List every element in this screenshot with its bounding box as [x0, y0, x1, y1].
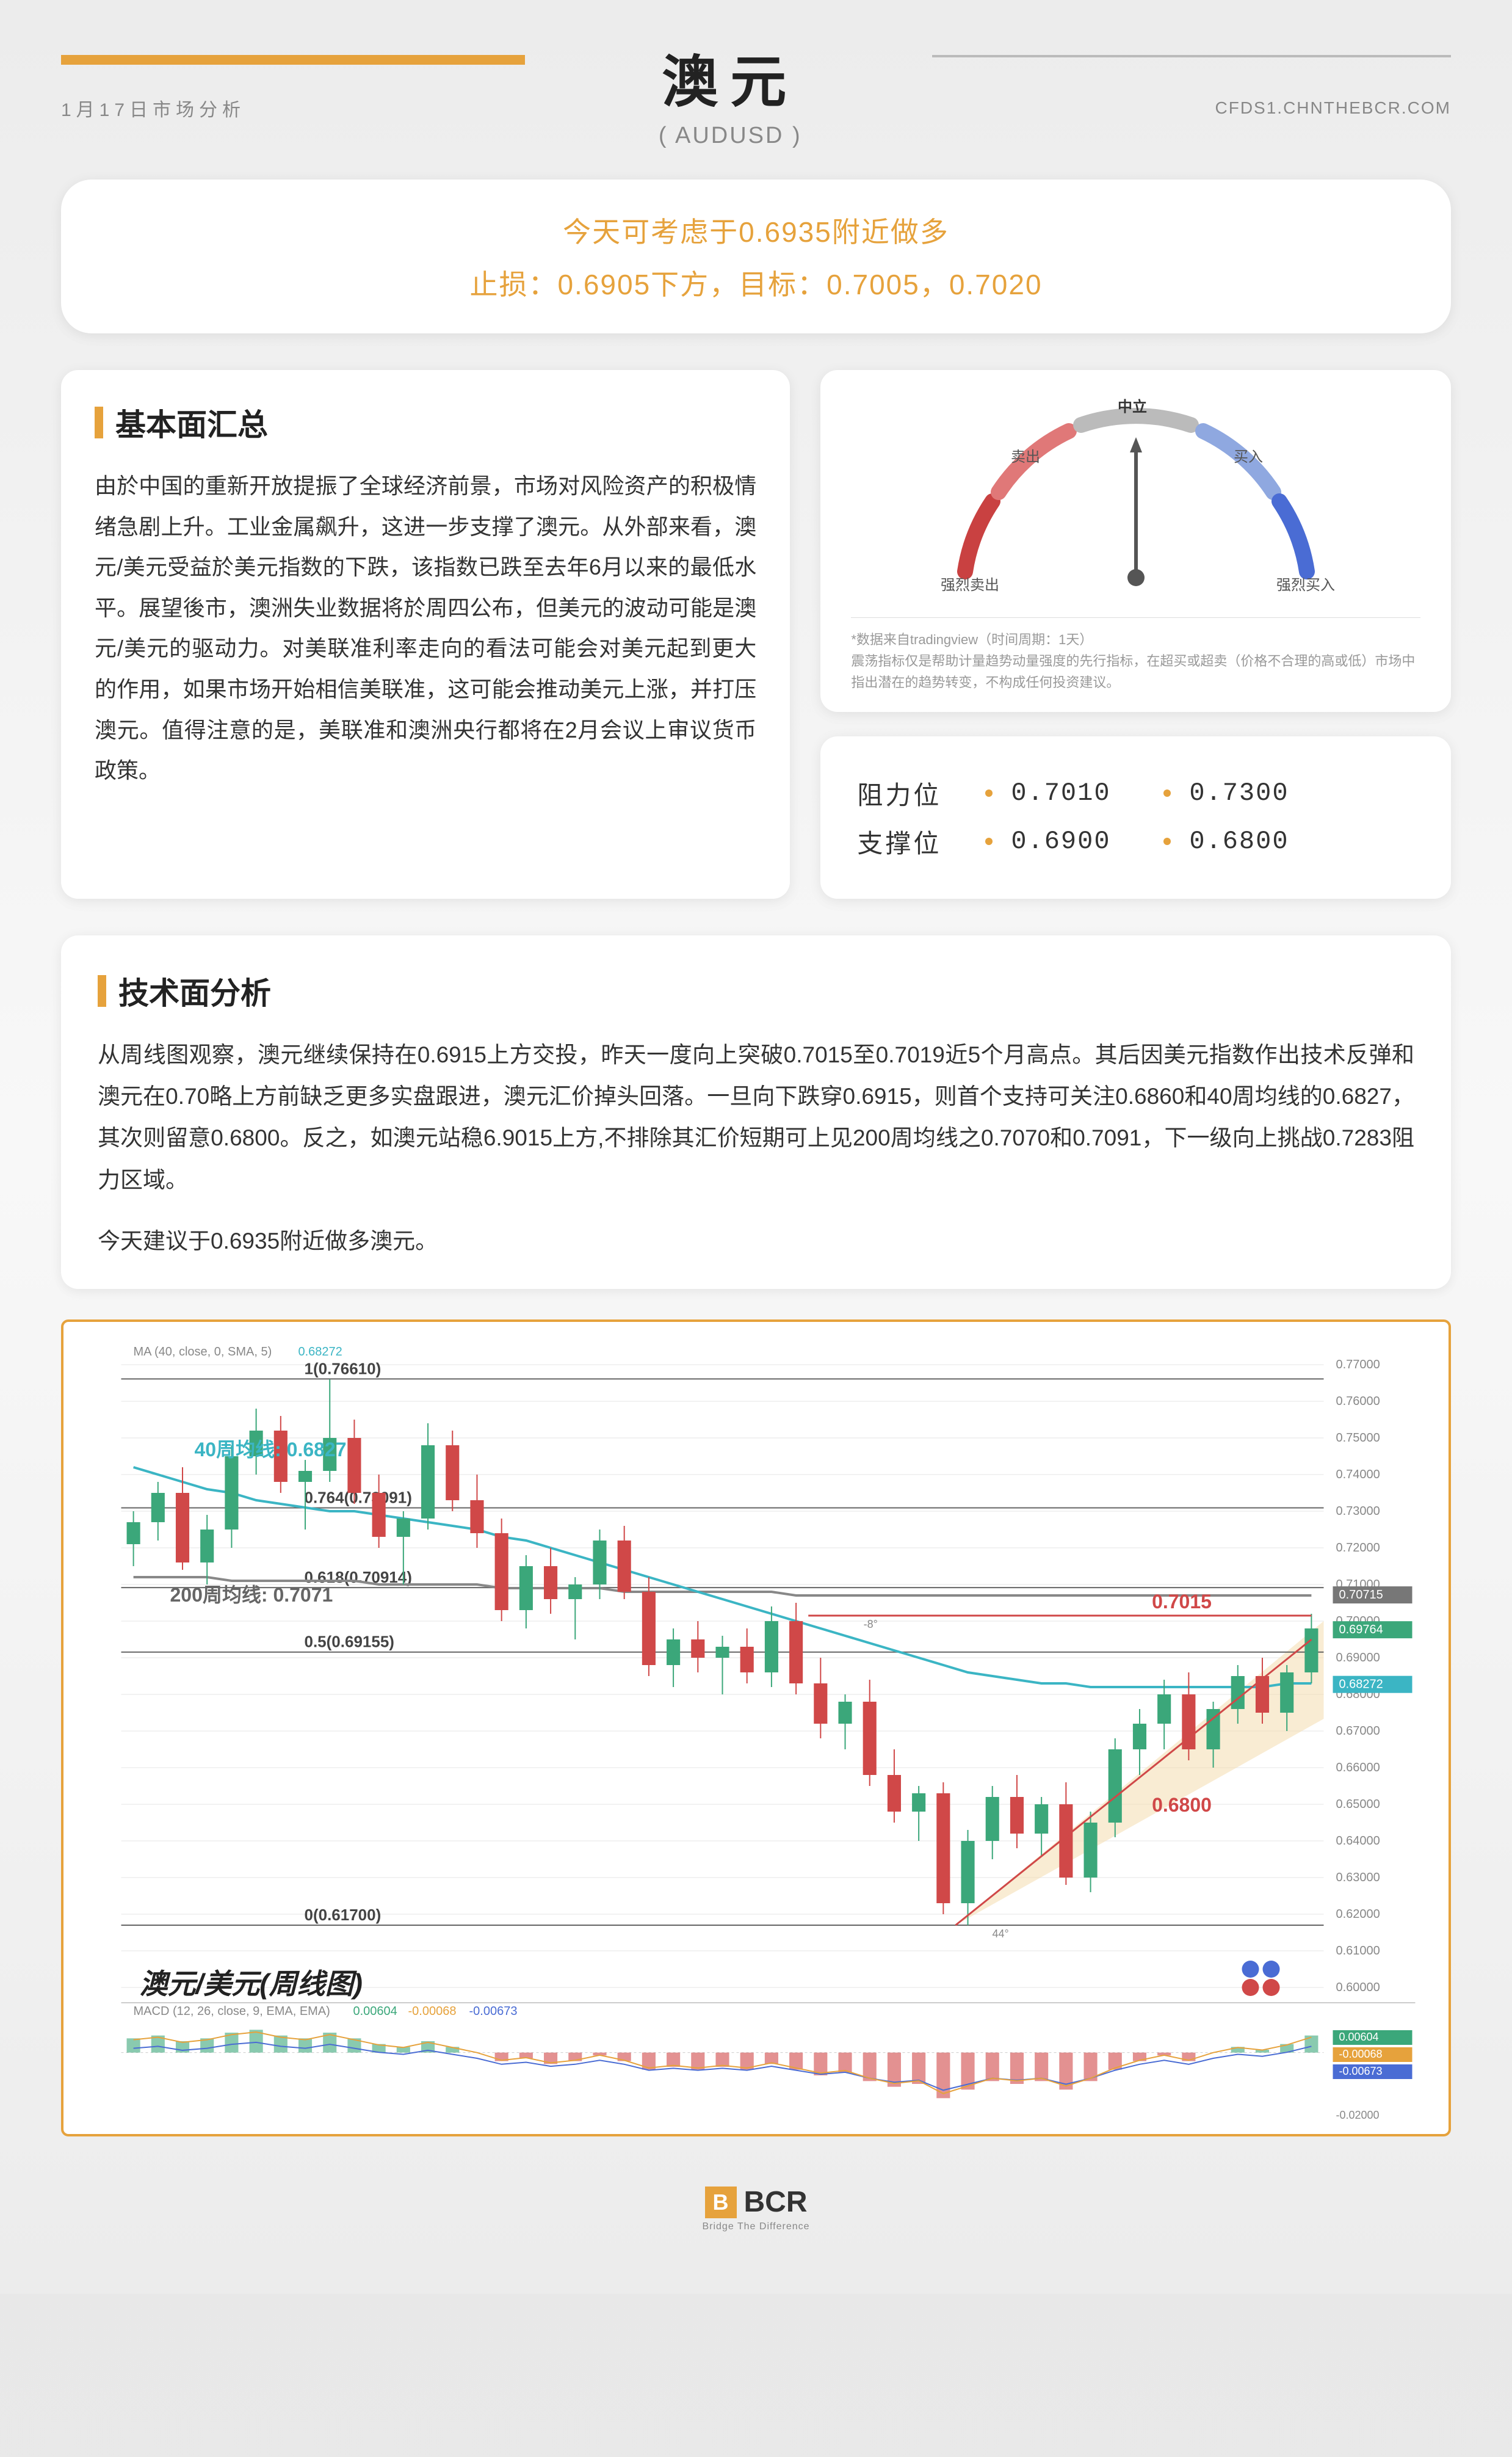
- main-title: 澳元 ( AUDUSD ): [634, 37, 827, 149]
- page-header: 1月17日市场分析 澳元 ( AUDUSD ) CFDS1.CHNTHEBCR.…: [61, 37, 1451, 149]
- bullet-icon: [985, 789, 993, 797]
- title-accent-bar: [95, 407, 103, 438]
- svg-text:-0.02000: -0.02000: [1336, 2109, 1380, 2121]
- logo-icon: B: [705, 2187, 737, 2218]
- technical-title-text: 技术面分析: [118, 969, 271, 1013]
- svg-text:澳元/美元(周线图): 澳元/美元(周线图): [140, 1968, 363, 2000]
- svg-text:0(0.61700): 0(0.61700): [305, 1906, 382, 1924]
- svg-text:0.70715: 0.70715: [1339, 1588, 1383, 1602]
- support-val-1: 0.6900: [1011, 827, 1145, 856]
- svg-text:0.68272: 0.68272: [298, 1345, 342, 1359]
- sentiment-gauge: 强烈卖出 卖出 中立 买入 强烈买入: [851, 394, 1420, 602]
- svg-text:0.73000: 0.73000: [1336, 1504, 1380, 1518]
- resistance-val-1: 0.7010: [1011, 778, 1145, 808]
- svg-text:MACD (12, 26, close, 9, EMA, E: MACD (12, 26, close, 9, EMA, EMA): [134, 2005, 330, 2018]
- fundamentals-body: 由於中国的重新开放提振了全球经济前景，市场对风险资产的积极情绪急剧上升。工业金属…: [95, 466, 756, 791]
- bullet-icon: [985, 838, 993, 845]
- fundamentals-card: 基本面汇总 由於中国的重新开放提振了全球经济前景，市场对风险资产的积极情绪急剧上…: [61, 370, 790, 899]
- footer-logo: B BCR: [705, 2185, 808, 2219]
- svg-text:0.76000: 0.76000: [1336, 1395, 1380, 1408]
- support-row: 支撑位 0.6900 0.6800: [857, 823, 1414, 860]
- support-val-2: 0.6800: [1189, 827, 1323, 856]
- header-divider-line: [932, 55, 1451, 57]
- resistance-label: 阻力位: [857, 775, 967, 812]
- bullet-icon: [1163, 838, 1171, 845]
- svg-text:-0.00068: -0.00068: [408, 2005, 457, 2018]
- gauge-disclaimer-text: 震荡指标仅是帮助计量趋势动量强度的先行指标，在超买或超卖（价格不合理的高或低）市…: [851, 650, 1420, 693]
- svg-text:0.63000: 0.63000: [1336, 1871, 1380, 1884]
- gauge-strong-buy-label: 强烈买入: [1276, 577, 1335, 593]
- svg-text:0.77000: 0.77000: [1336, 1358, 1380, 1371]
- svg-text:0.75000: 0.75000: [1336, 1431, 1380, 1445]
- gauge-strong-sell-label: 强烈卖出: [941, 577, 999, 593]
- footer-tagline: Bridge The Difference: [61, 2221, 1451, 2232]
- bullet-icon: [1163, 789, 1171, 797]
- svg-text:200周均线: 0.7071: 200周均线: 0.7071: [170, 1584, 333, 1606]
- source-url: CFDS1.CHNTHEBCR.COM: [1215, 98, 1451, 118]
- recommendation-line1: 今天可考虑于0.6935附近做多: [98, 210, 1414, 250]
- title-cn: 澳元: [659, 37, 802, 118]
- date-label: 1月17日市场分析: [61, 95, 245, 122]
- svg-text:-8°: -8°: [864, 1618, 878, 1630]
- svg-text:0.00604: 0.00604: [1339, 2031, 1379, 2043]
- gauge-neutral-label: 中立: [1118, 398, 1147, 415]
- gauge-buy-label: 买入: [1234, 449, 1263, 465]
- technical-title: 技术面分析: [98, 969, 1414, 1013]
- resistance-row: 阻力位 0.7010 0.7300: [857, 775, 1414, 812]
- page-footer: B BCR Bridge The Difference: [61, 2173, 1451, 2245]
- candlestick-chart: 0.77000 0.76000 0.75000 0.74000 0.73000 0.720…: [85, 1340, 1427, 2122]
- svg-text:40周均线: 0.6827: 40周均线: 0.6827: [195, 1439, 347, 1461]
- svg-text:1(0.76610): 1(0.76610): [305, 1360, 382, 1378]
- title-en: ( AUDUSD ): [659, 123, 802, 149]
- recommendation-card: 今天可考虑于0.6935附近做多 止损：0.6905下方，目标：0.7005，0…: [61, 180, 1451, 333]
- svg-text:0.69000: 0.69000: [1336, 1651, 1380, 1664]
- chart-card: 0.77000 0.76000 0.75000 0.74000 0.73000 0.720…: [61, 1319, 1451, 2136]
- technical-body: 从周线图观察，澳元继续保持在0.6915上方交投，昨天一度向上突破0.7015至…: [98, 1034, 1414, 1202]
- resistance-val-2: 0.7300: [1189, 778, 1323, 808]
- svg-text:0.66000: 0.66000: [1336, 1761, 1380, 1774]
- svg-text:0.5(0.69155): 0.5(0.69155): [305, 1633, 394, 1651]
- svg-text:0.00604: 0.00604: [353, 2005, 397, 2018]
- svg-text:-0.00673: -0.00673: [469, 2005, 518, 2018]
- svg-text:0.6800: 0.6800: [1152, 1794, 1212, 1816]
- fundamentals-title-text: 基本面汇总: [115, 401, 268, 445]
- svg-text:0.69764: 0.69764: [1339, 1623, 1383, 1636]
- fundamentals-title: 基本面汇总: [95, 401, 756, 445]
- svg-text:MA (40, close, 0, SMA, 5): MA (40, close, 0, SMA, 5): [134, 1345, 272, 1359]
- svg-text:-0.00673: -0.00673: [1339, 2065, 1383, 2077]
- footer-logo-text: BCR: [744, 2185, 808, 2219]
- svg-text:44°: 44°: [992, 1928, 1008, 1940]
- svg-text:0.65000: 0.65000: [1336, 1798, 1380, 1811]
- gauge-source: *数据来自tradingview（时间周期：1天）: [851, 629, 1420, 650]
- title-accent-bar: [98, 975, 106, 1007]
- svg-text:0.67000: 0.67000: [1336, 1724, 1380, 1738]
- svg-text:-0.00068: -0.00068: [1339, 2048, 1383, 2060]
- support-label: 支撑位: [857, 823, 967, 860]
- svg-text:0.72000: 0.72000: [1336, 1541, 1380, 1555]
- gauge-sell-label: 卖出: [1011, 449, 1040, 465]
- header-accent-bar: [61, 55, 525, 65]
- gauge-disclaimer: *数据来自tradingview（时间周期：1天） 震荡指标仅是帮助计量趋势动量…: [851, 617, 1420, 694]
- svg-text:0.61000: 0.61000: [1336, 1944, 1380, 1958]
- technical-recommendation: 今天建议于0.6935附近做多澳元。: [98, 1222, 1414, 1255]
- svg-text:0.64000: 0.64000: [1336, 1834, 1380, 1848]
- technical-card: 技术面分析 从周线图观察，澳元继续保持在0.6915上方交投，昨天一度向上突破0…: [61, 935, 1451, 1290]
- svg-text:0.60000: 0.60000: [1336, 1981, 1380, 1994]
- svg-text:0.62000: 0.62000: [1336, 1907, 1380, 1921]
- svg-text:0.68272: 0.68272: [1339, 1678, 1383, 1691]
- svg-text:0.74000: 0.74000: [1336, 1468, 1380, 1481]
- sentiment-gauge-card: 强烈卖出 卖出 中立 买入 强烈买入 *数据来自tradingview（时间周期…: [820, 370, 1451, 712]
- recommendation-line2: 止损：0.6905下方，目标：0.7005，0.7020: [98, 263, 1414, 303]
- svg-text:0.7015: 0.7015: [1152, 1591, 1212, 1613]
- levels-card: 阻力位 0.7010 0.7300 支撑位 0.6900 0.6800: [820, 736, 1451, 899]
